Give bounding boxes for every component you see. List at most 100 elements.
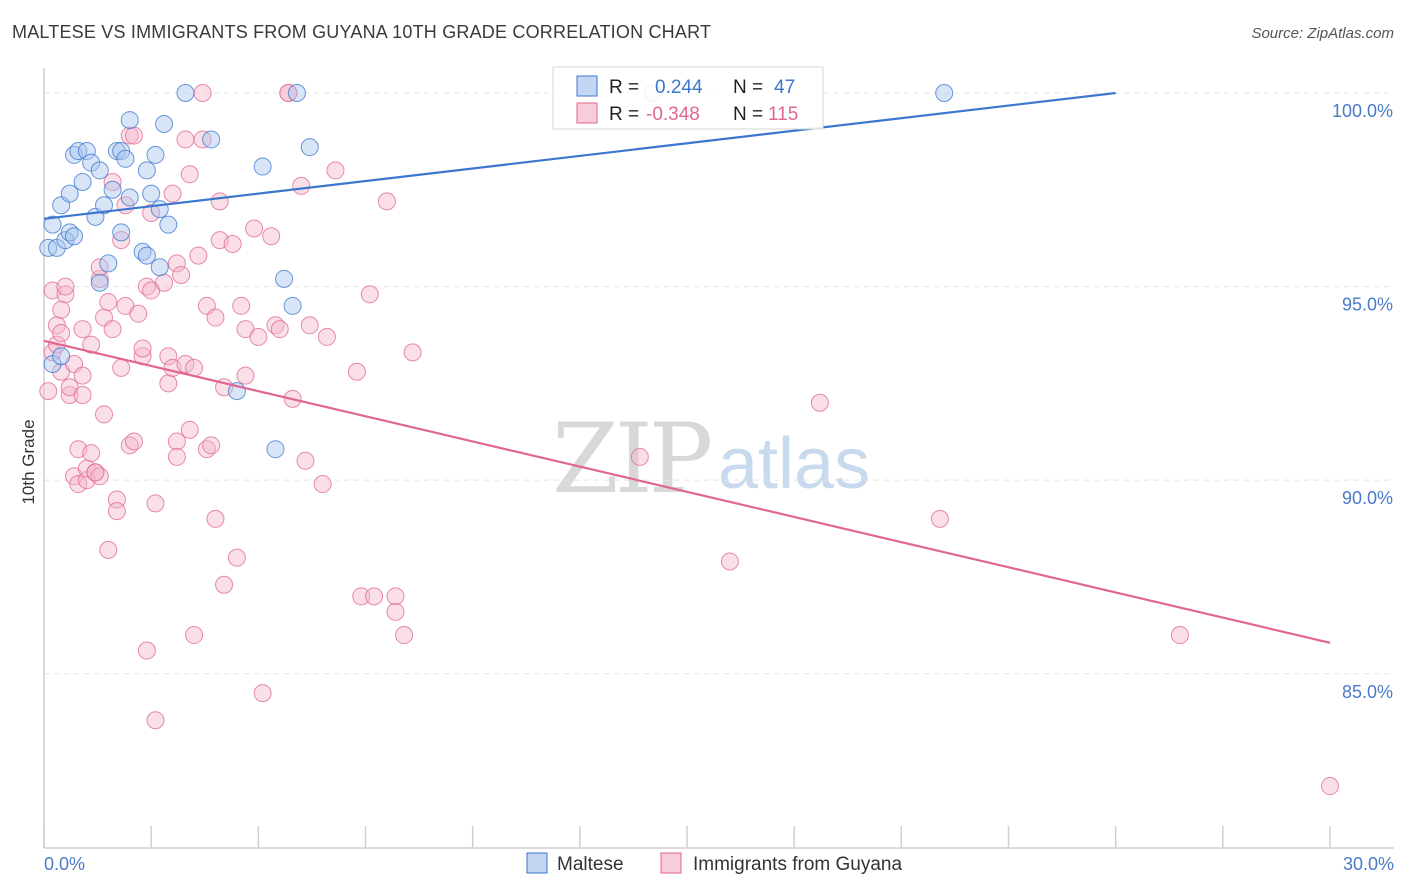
guyana-point [73,320,92,339]
guyana-point [167,432,186,451]
guyana-point [270,320,289,339]
stats-blue-r-value: 0.244 [655,77,703,98]
guyana-point [82,335,101,354]
guyana-point [210,192,229,211]
guyana-point [720,552,739,571]
guyana-point [810,393,829,412]
maltese-point [65,227,84,246]
y-tick-label: 85.0% [1342,682,1393,702]
guyana-point [129,304,148,323]
maltese-point [90,273,109,292]
guyana-point [262,227,281,246]
guyana-point [300,316,319,335]
maltese-point [275,269,294,288]
guyana-point [292,176,311,195]
guyana-point [296,451,315,470]
maltese-trend-line [43,91,1116,220]
guyana-point [313,475,332,494]
guyana-point [386,602,405,621]
maltese-point [202,130,221,149]
series-guyana-points [39,83,1339,796]
bottom-legend: Maltese Immigrants from Guyana [526,852,902,875]
y-tick-label: 90.0% [1342,488,1393,508]
guyana-point [176,355,195,374]
guyana-point [377,192,396,211]
maltese-point [99,254,118,273]
stats-legend-blue-swatch [576,75,598,97]
guyana-point [185,626,204,645]
guyana-point [73,366,92,385]
maltese-point [103,180,122,199]
guyana-point [206,509,225,528]
guyana-point [52,324,71,343]
guyana-point [112,358,131,377]
y-tick-label: 95.0% [1342,295,1393,315]
maltese-point [150,200,169,219]
maltese-point [43,215,62,234]
maltese-point [112,223,131,242]
guyana-point [236,366,255,385]
y-tick-labels: 85.0% 90.0% 95.0% 100.0% [1332,101,1393,702]
guyana-point [142,204,161,223]
guyana-point [386,587,405,606]
maltese-point [120,188,139,207]
guyana-point [56,277,75,296]
guyana-point [403,343,422,362]
guyana-point [352,587,371,606]
maltese-point [283,296,302,315]
guyana-point [930,509,949,528]
maltese-point [116,149,135,168]
x-tick-label-min: 0.0% [44,854,85,874]
y-axis-label: 10th Grade [19,419,38,504]
guyana-point [360,285,379,304]
guyana-point [146,494,165,513]
guyana-point [215,575,234,594]
guyana-point [137,641,156,660]
maltese-point [935,83,954,102]
chart-title: MALTESE VS IMMIGRANTS FROM GUYANA 10TH G… [12,22,711,42]
stats-pink-n-value: 115 [768,104,798,125]
legend-guyana-label: Immigrants from Guyana [693,854,902,875]
guyana-point [60,385,79,404]
guyana-point [86,463,105,482]
maltese-point [155,114,174,133]
legend-maltese-label: Maltese [557,854,624,875]
maltese-point [120,111,139,130]
maltese-point [253,157,272,176]
guyana-point [232,296,251,315]
maltese-point [287,83,306,102]
chart-source: Source: ZipAtlas.com [1251,25,1394,42]
trend-lines [43,91,1331,644]
guyana-point [223,234,242,253]
maltese-point [150,258,169,277]
guyana-point [125,432,144,451]
legend-maltese-swatch [526,852,548,874]
maltese-point [90,161,109,180]
maltese-point [146,145,165,164]
guyana-point [176,130,195,149]
x-ticks [43,826,1331,848]
y-tick-label: 100.0% [1332,101,1393,121]
guyana-point [1170,626,1189,645]
guyana-point [172,265,191,284]
guyana-point [120,126,139,145]
guyana-point [630,447,649,466]
guyana-point [180,420,199,439]
axes [43,68,1394,849]
maltese-point [176,83,195,102]
maltese-point [159,215,178,234]
guyana-point [167,254,186,273]
guyana-point [73,385,92,404]
guyana-point [159,347,178,366]
stats-pink-r-value: -0.348 [646,104,700,125]
guyana-point [365,587,384,606]
guyana-point [103,320,122,339]
watermark-zip: ZIP [552,403,711,515]
guyana-point [202,436,221,455]
guyana-point [167,447,186,466]
guyana-point [253,684,272,703]
stats-legend-frame [552,66,824,130]
guyana-point [180,165,199,184]
maltese-point [137,161,156,180]
